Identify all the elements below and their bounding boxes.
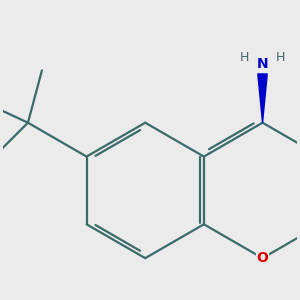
Text: H: H (240, 51, 250, 64)
Text: N: N (257, 57, 268, 71)
Text: H: H (275, 51, 285, 64)
Text: O: O (256, 251, 268, 265)
Polygon shape (258, 74, 267, 123)
